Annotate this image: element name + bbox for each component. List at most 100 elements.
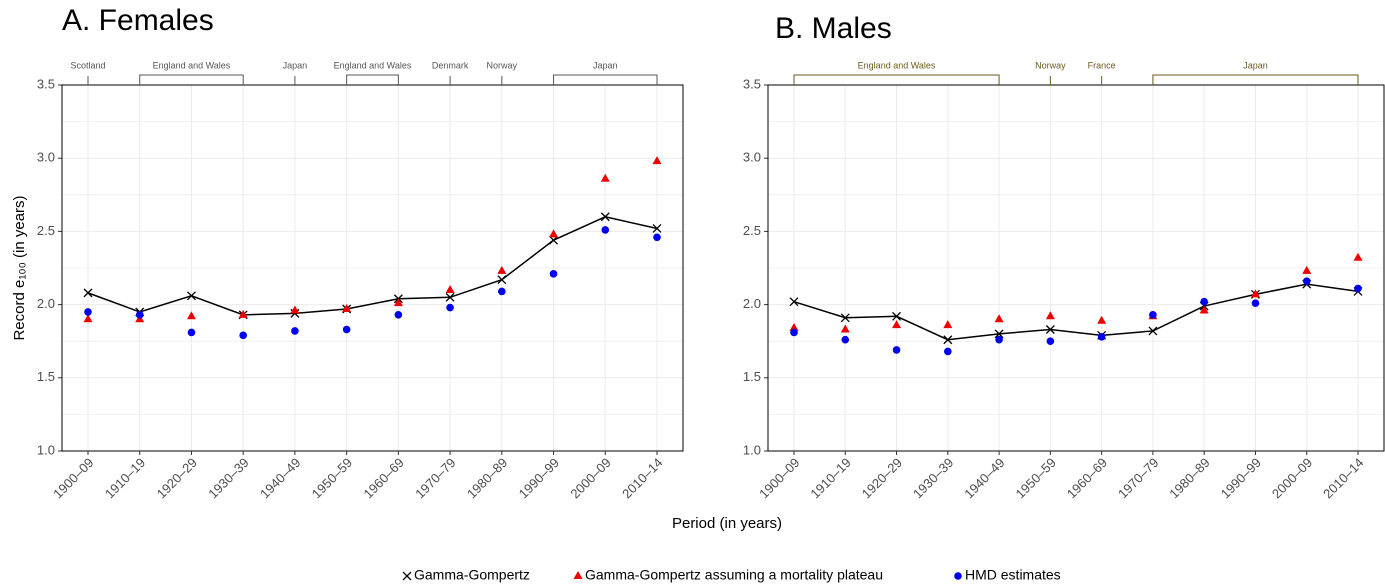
cross-marker xyxy=(600,212,610,222)
annotation-label: Scotland xyxy=(70,60,105,70)
x-tick-label: 1990–99 xyxy=(516,455,562,501)
circle-marker xyxy=(954,572,962,580)
triangle-marker xyxy=(186,311,196,320)
triangle-marker xyxy=(393,298,403,307)
y-tick-label: 2.0 xyxy=(37,296,55,311)
y-tick-label: 3.5 xyxy=(743,76,761,91)
panel-title: A. Females xyxy=(62,4,214,37)
annotation-label: England and Wales xyxy=(334,60,412,70)
y-tick-label: 1.5 xyxy=(37,369,55,384)
x-tick-label: 2000–09 xyxy=(567,455,613,501)
y-tick-label: 2.5 xyxy=(743,223,761,238)
circle-marker xyxy=(601,226,610,234)
circle-marker xyxy=(84,308,92,316)
triangle-marker xyxy=(1302,265,1312,274)
panel-title: B. Males xyxy=(775,12,892,45)
cross-marker xyxy=(994,329,1004,339)
circle-marker xyxy=(394,311,403,319)
series-line xyxy=(87,215,658,316)
y-tick-label: 3.0 xyxy=(37,150,55,165)
legend-label: HMD estimates xyxy=(965,567,1061,583)
legend-label: Gamma-Gompertz xyxy=(414,567,530,583)
circle-marker xyxy=(498,287,506,296)
circle-marker xyxy=(135,311,144,319)
annotation-bracket xyxy=(1152,74,1359,85)
y-tick-label: 2.0 xyxy=(743,296,761,311)
circle-marker xyxy=(1149,311,1157,319)
circle-marker xyxy=(549,270,558,278)
cross-marker xyxy=(789,297,799,307)
annotation-label: England and Wales xyxy=(153,60,231,70)
triangle-marker xyxy=(789,323,799,332)
triangle-marker xyxy=(238,309,248,318)
x-tick-label: 1980–89 xyxy=(464,455,510,501)
annotation-label: Japan xyxy=(1243,60,1268,70)
x-tick-label: 2010–14 xyxy=(1320,455,1366,501)
annotation-label: Norway xyxy=(1035,60,1066,70)
x-tick-label: 1940–49 xyxy=(961,455,1007,501)
annotation-label: Japan xyxy=(283,60,308,70)
x-tick-label: 1920–29 xyxy=(859,455,905,501)
triangle-marker xyxy=(994,314,1004,323)
y-axis-label: Record e₁₀₀ (in years) xyxy=(11,195,28,340)
triangle-marker xyxy=(290,305,300,314)
x-tick-label: 2000–09 xyxy=(1269,455,1315,501)
x-tick-label: 1910–19 xyxy=(102,455,148,501)
triangle-marker xyxy=(497,265,507,274)
annotation-label: Norway xyxy=(487,60,518,70)
circle-marker xyxy=(1046,337,1055,346)
cross-marker xyxy=(83,288,93,298)
circle-marker xyxy=(1354,284,1362,293)
triangle-marker xyxy=(840,324,850,333)
circle-marker xyxy=(944,347,952,356)
triangle-marker xyxy=(652,156,662,165)
cross-marker xyxy=(943,335,953,345)
annotation-label: Japan xyxy=(593,60,618,70)
cross-marker xyxy=(1148,326,1158,336)
y-tick-label: 3.0 xyxy=(743,150,761,165)
circle-marker xyxy=(1200,297,1208,306)
series-line xyxy=(793,283,1359,341)
x-tick-label: 1970–79 xyxy=(1115,455,1161,501)
annotation-bracket xyxy=(793,74,1000,85)
annotation-label: England and Wales xyxy=(858,60,936,70)
y-tick-label: 1.5 xyxy=(743,369,761,384)
circle-marker xyxy=(790,328,798,337)
plot-frame xyxy=(61,84,684,452)
circle-marker xyxy=(1302,277,1311,285)
cross-marker xyxy=(186,291,196,301)
y-tick-label: 3.5 xyxy=(37,76,55,91)
annotation-bracket xyxy=(346,74,399,85)
cross-marker xyxy=(892,311,902,321)
triangle-marker xyxy=(445,284,455,293)
circle-marker xyxy=(892,346,901,354)
plot-frame xyxy=(767,84,1385,452)
circle-marker xyxy=(446,303,454,312)
cross-marker xyxy=(497,275,507,285)
annotation-label: Denmark xyxy=(432,60,469,70)
x-tick-label: 1950–59 xyxy=(1013,455,1059,501)
circle-marker xyxy=(239,331,247,340)
x-tick-label: 1930–39 xyxy=(205,455,251,501)
circle-marker xyxy=(291,327,299,335)
cross-marker xyxy=(402,571,412,581)
y-tick-label: 1.0 xyxy=(743,442,761,457)
triangle-marker xyxy=(943,320,953,329)
circle-marker xyxy=(841,335,850,344)
annotation-bracket xyxy=(139,74,244,85)
triangle-marker xyxy=(600,173,610,182)
triangle-marker xyxy=(1045,311,1055,320)
x-tick-label: 1900–09 xyxy=(50,455,96,501)
triangle-marker xyxy=(573,571,583,579)
cross-marker xyxy=(840,313,850,323)
circle-marker xyxy=(995,335,1003,344)
triangle-marker xyxy=(1353,252,1363,261)
x-tick-label: 1910–19 xyxy=(807,455,853,501)
y-tick-label: 2.5 xyxy=(37,223,55,238)
triangle-marker xyxy=(549,229,559,238)
x-tick-label: 1960–69 xyxy=(1064,455,1110,501)
x-tick-label: 1990–99 xyxy=(1218,455,1264,501)
annotation-label: France xyxy=(1088,60,1116,70)
